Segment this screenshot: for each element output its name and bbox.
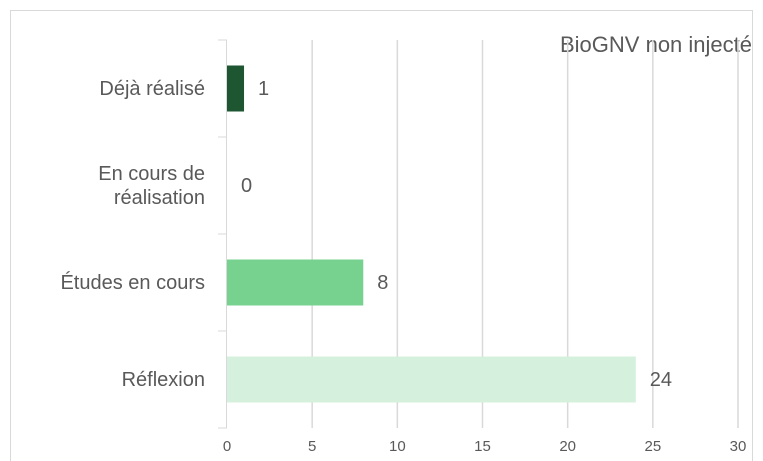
y-tick-label: En cours de réalisation [98, 162, 205, 209]
data-label: 1 [258, 78, 269, 100]
x-tick-label: 25 [644, 438, 661, 455]
x-tick-label: 5 [308, 438, 316, 455]
y-tick-label: Études en cours [60, 271, 205, 294]
x-tick-label: 10 [389, 438, 406, 455]
y-tick-label: Réflexion [121, 368, 205, 391]
y-tick-label: Déjà réalisé [99, 77, 205, 100]
chart-border [10, 10, 753, 461]
bar [227, 259, 364, 306]
x-tick-label: 15 [474, 438, 491, 455]
bar [227, 65, 245, 112]
x-tick-label: 30 [730, 438, 747, 455]
chart-title: BioGNV non injecté [560, 32, 752, 57]
data-label: 24 [650, 369, 672, 391]
data-label: 8 [377, 272, 388, 294]
x-tick-label: 0 [223, 438, 231, 455]
bar [227, 356, 636, 403]
data-label: 0 [241, 175, 252, 197]
x-tick-label: 20 [559, 438, 576, 455]
